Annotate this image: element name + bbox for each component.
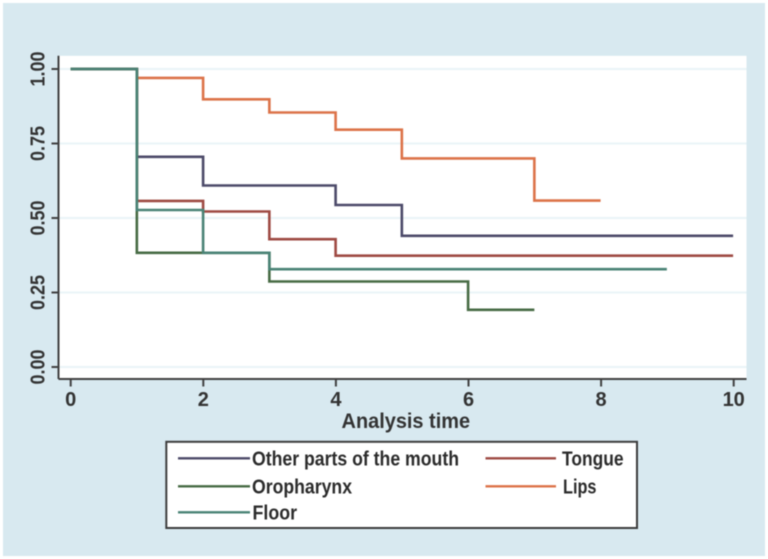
svg-text:2: 2 [198, 389, 209, 411]
svg-text:Analysis time: Analysis time [342, 410, 471, 433]
svg-text:0.25: 0.25 [28, 275, 50, 310]
svg-text:10: 10 [723, 389, 745, 411]
svg-text:1.00: 1.00 [28, 51, 50, 86]
svg-text:Oropharynx: Oropharynx [252, 476, 352, 498]
svg-text:Lips: Lips [563, 476, 597, 498]
svg-text:0: 0 [65, 389, 76, 411]
svg-text:6: 6 [463, 389, 474, 411]
svg-text:Tongue: Tongue [562, 448, 624, 470]
svg-text:0.00: 0.00 [28, 350, 50, 385]
svg-text:Floor: Floor [253, 502, 298, 524]
svg-text:0.50: 0.50 [28, 201, 50, 236]
svg-text:0.75: 0.75 [28, 126, 50, 161]
svg-text:8: 8 [596, 389, 607, 411]
svg-text:4: 4 [330, 389, 342, 411]
svg-text:Other parts of the mouth: Other parts of the mouth [252, 448, 459, 470]
